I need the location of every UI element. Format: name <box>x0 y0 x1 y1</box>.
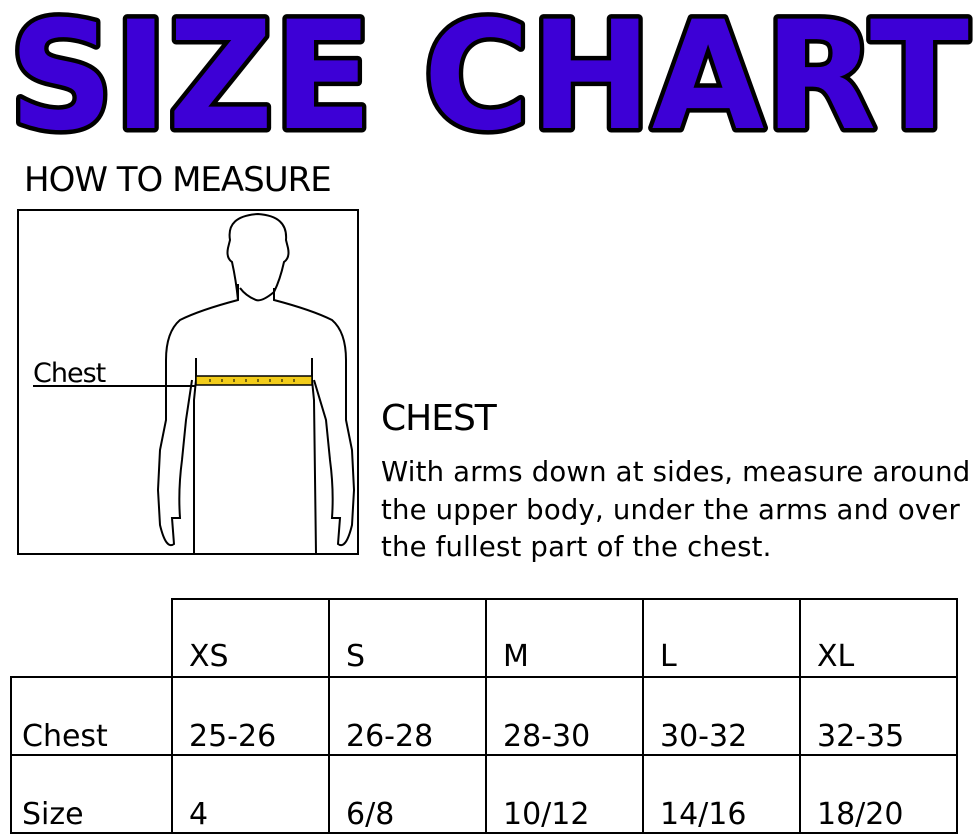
figure-frame <box>17 209 359 555</box>
table-cell: 30-32 <box>642 676 801 756</box>
header-cell: L <box>642 598 801 678</box>
table-row: Chest 25-26 26-28 28-30 30-32 32-35 <box>10 676 958 756</box>
size-chart-title: SIZE CHART <box>5 0 974 150</box>
table-cell: 4 <box>171 754 330 834</box>
measuring-tape <box>195 375 313 386</box>
chest-heading: CHEST <box>381 398 497 439</box>
size-table: XS S M L XL Chest 25-26 26-28 28-30 30-3… <box>10 598 958 834</box>
header-cell: S <box>328 598 487 678</box>
table-cell: 10/12 <box>485 754 644 834</box>
table-cell: 25-26 <box>171 676 330 756</box>
table-row: Size 4 6/8 10/12 14/16 18/20 <box>10 754 958 834</box>
chest-description: With arms down at sides, measure around … <box>381 456 971 563</box>
svg-text:SIZE CHART: SIZE CHART <box>9 0 969 150</box>
table-header-row: XS S M L XL <box>11 598 958 678</box>
table-cell: 28-30 <box>485 676 644 756</box>
figure-chest-label: Chest <box>33 358 106 389</box>
table-cell: 26-28 <box>328 676 487 756</box>
row-label: Chest <box>10 676 173 756</box>
tape-ticks <box>209 379 295 382</box>
body-outline-icon <box>156 212 356 555</box>
table-cell: 32-35 <box>799 676 958 756</box>
measurement-figure: Chest <box>17 209 359 555</box>
how-to-measure-heading: HOW TO MEASURE <box>24 160 332 200</box>
header-cell: M <box>485 598 644 678</box>
table-corner <box>11 599 172 677</box>
table-cell: 14/16 <box>642 754 801 834</box>
table-cell: 6/8 <box>328 754 487 834</box>
table-cell: 18/20 <box>799 754 958 834</box>
row-label: Size <box>10 754 173 834</box>
header-cell: XL <box>799 598 958 678</box>
header-cell: XS <box>171 598 330 678</box>
